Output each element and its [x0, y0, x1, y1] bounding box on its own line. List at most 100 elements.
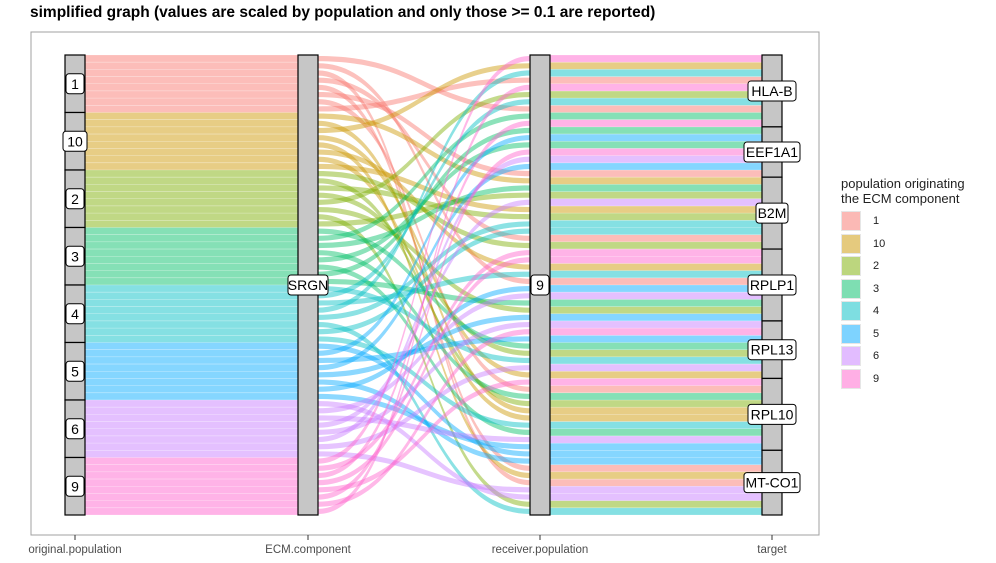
flow-ribbon — [318, 415, 530, 443]
flow-ribbon — [84, 428, 299, 437]
flow-ribbon — [84, 105, 299, 113]
flow-ribbon — [549, 270, 763, 279]
flow-ribbon — [318, 365, 530, 450]
flow-ribbon — [549, 105, 763, 113]
flow-ribbon — [549, 507, 763, 516]
flow-ribbon — [84, 234, 299, 243]
flow-ribbon — [84, 478, 299, 487]
stratum-label-target: HLA-B — [747, 80, 797, 102]
legend-label: 10 — [873, 237, 886, 250]
flow-ribbon — [549, 248, 763, 257]
flow-ribbon — [84, 421, 299, 430]
flow-ribbon — [84, 485, 299, 494]
flow-ribbon — [549, 212, 763, 221]
flow-ribbon — [549, 378, 763, 386]
flow-ribbon — [549, 299, 763, 307]
flow-ribbon — [549, 97, 763, 106]
flow-ribbon — [318, 142, 530, 263]
flow-ribbon — [549, 464, 763, 473]
flow-ribbon — [84, 255, 299, 264]
flow-ribbon — [549, 90, 763, 99]
x-axis-tick-label: original.population — [28, 544, 121, 556]
flow-ribbon — [318, 221, 530, 320]
flow-ribbon — [318, 91, 530, 177]
flow-ribbon — [549, 457, 763, 465]
flow-ribbon — [84, 220, 299, 228]
flow-ribbon — [318, 120, 530, 479]
flow-ribbon — [84, 335, 299, 343]
flow-ribbon — [549, 61, 763, 70]
flow-ribbon — [84, 270, 299, 279]
flow-ribbon — [84, 76, 299, 85]
flow-ribbon — [84, 119, 299, 128]
flow-ribbon — [549, 349, 763, 358]
legend-item: 2 — [841, 255, 965, 278]
flow-ribbon — [84, 392, 299, 401]
flow-ribbon — [84, 54, 299, 63]
legend-label: 2 — [873, 260, 880, 273]
flow-ribbon — [549, 392, 763, 401]
flow-ribbon — [318, 379, 530, 493]
flow-ribbon — [549, 162, 763, 171]
legend-label: 1 — [873, 215, 880, 228]
flow-ribbon — [84, 320, 299, 329]
flow-ribbon — [84, 90, 299, 99]
flow-ribbon — [318, 156, 530, 421]
svg-text:SRGN: SRGN — [288, 277, 328, 293]
flow-ribbon — [549, 69, 763, 77]
legend-key — [841, 346, 861, 367]
stratum-label-receiver: 9 — [530, 274, 550, 296]
flow-ribbon — [549, 255, 763, 264]
flow-ribbon — [549, 320, 763, 329]
flow-ribbon — [84, 507, 299, 516]
flow-ribbon — [318, 271, 530, 306]
flow-ribbon — [549, 414, 763, 422]
flow-ribbon — [318, 214, 530, 507]
flow-ribbon — [318, 192, 530, 227]
flow-ribbon — [318, 70, 530, 486]
legend-label: 3 — [873, 282, 880, 295]
chart-title: simplified graph (values are scaled by p… — [30, 4, 656, 21]
flow-ribbons — [84, 54, 763, 516]
flow-ribbon — [549, 478, 763, 487]
flow-ribbon — [549, 148, 763, 156]
flow-ribbon — [549, 485, 763, 494]
flow-ribbon — [549, 263, 763, 271]
flow-ribbon — [318, 163, 530, 213]
legend-item: 1 — [841, 210, 965, 233]
flow-ribbon — [84, 126, 299, 135]
plot-panel-border — [30, 31, 820, 536]
flow-ribbon — [318, 257, 530, 486]
flow-ribbon — [318, 401, 530, 500]
x-axis-tick-label: receiver.population — [492, 544, 589, 556]
flow-ribbon — [549, 176, 763, 185]
flow-ribbon — [549, 399, 763, 408]
flow-ribbon — [549, 277, 763, 286]
flow-ribbon — [84, 370, 299, 379]
flow-ribbon — [549, 363, 763, 372]
flow-ribbon — [318, 343, 530, 457]
flow-ribbon — [84, 493, 299, 501]
flow-ribbon — [84, 227, 299, 235]
flow-ribbon — [84, 169, 299, 178]
svg-text:B2M: B2M — [758, 205, 787, 221]
flow-ribbon — [318, 393, 530, 450]
flow-ribbon — [84, 263, 299, 271]
flow-ribbon — [84, 61, 299, 70]
stratum-label-target: RPL13 — [747, 339, 797, 361]
svg-text:4: 4 — [71, 306, 79, 322]
flow-ribbon — [84, 140, 299, 149]
svg-text:9: 9 — [71, 478, 79, 494]
flow-ribbon — [318, 142, 530, 479]
flow-ribbon — [318, 228, 530, 349]
flow-ribbon — [549, 421, 763, 430]
flow-ribbon — [84, 406, 299, 415]
stratum-label-population: 5 — [65, 360, 85, 382]
svg-text:RPL13: RPL13 — [751, 342, 794, 358]
flow-ribbon — [549, 205, 763, 214]
legend-label: 5 — [873, 327, 880, 340]
flow-ribbon — [549, 220, 763, 228]
flow-ribbon — [549, 385, 763, 394]
svg-text:5: 5 — [71, 363, 79, 379]
